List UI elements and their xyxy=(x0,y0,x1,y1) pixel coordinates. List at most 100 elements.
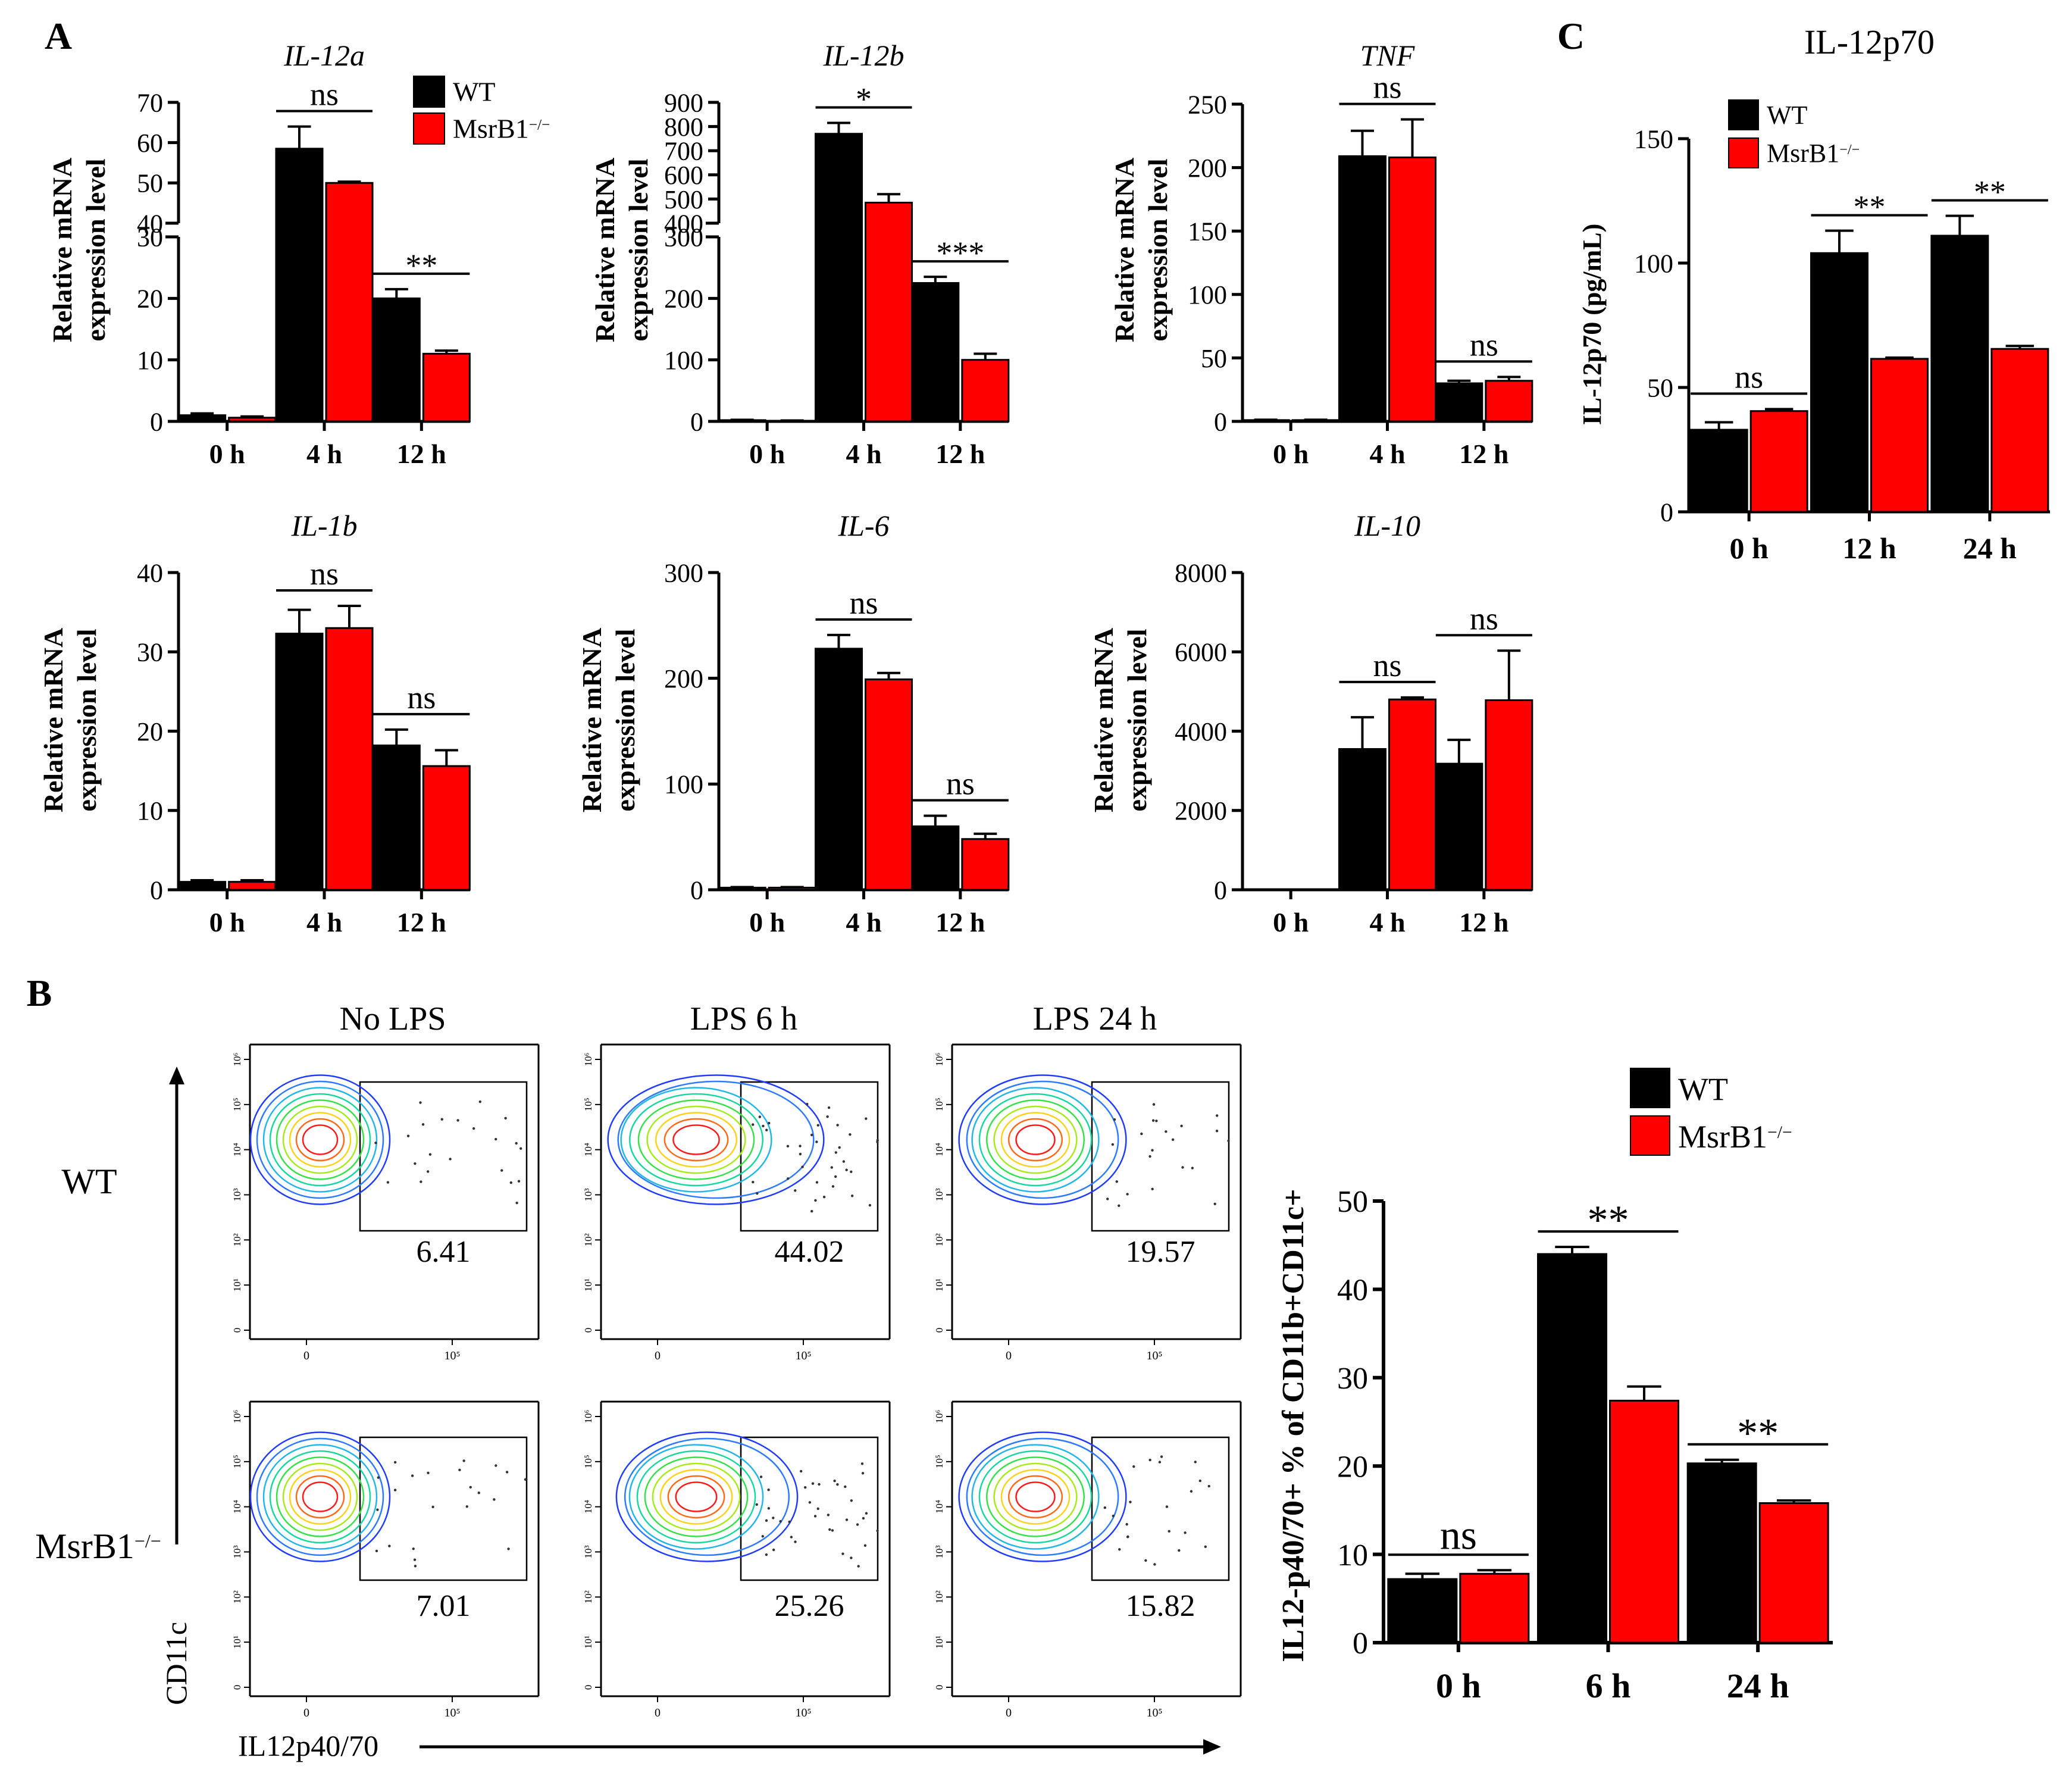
flow-event-dot xyxy=(765,1553,768,1556)
flow-event-dot xyxy=(794,1540,797,1543)
flow-contour xyxy=(629,1093,763,1187)
bar-wt-0h xyxy=(1689,429,1748,513)
flow-event-dot xyxy=(850,1499,853,1502)
y-tick-label: 100 xyxy=(1634,249,1673,278)
flow-event-dot xyxy=(494,1137,497,1141)
chart-title: IL-10 xyxy=(1354,509,1420,542)
flow-y-axis-label: CD11c xyxy=(159,1622,193,1705)
flow-event-dot xyxy=(1140,1132,1143,1136)
flow-plot: 0 10¹ 10² 10³ 10⁴ 10⁵ 10⁶ 0 10⁵ 44.02 xyxy=(583,1043,891,1362)
flow-event-dot xyxy=(1165,1505,1169,1508)
chart-il1b: 0 10 20 30 40 0 h 4 h ns 12 h ns IL-1b xyxy=(137,509,471,937)
significance-label: ns xyxy=(1373,648,1401,683)
flow-contour xyxy=(249,1431,391,1562)
legend: WT MsrB1−/− xyxy=(413,76,550,145)
significance-label: ns xyxy=(1735,359,1763,395)
flow-event-dot xyxy=(767,1488,770,1491)
x-tick-label: 0 h xyxy=(1273,439,1309,469)
flow-event-dot xyxy=(752,1181,755,1184)
x-tick-label: 24 h xyxy=(1727,1666,1789,1705)
flow-contour xyxy=(276,1456,365,1537)
flow-event-dot xyxy=(761,1535,764,1538)
flow-event-dot xyxy=(865,1117,868,1120)
flow-event-dot xyxy=(755,1503,758,1506)
y-tick-label: 50 xyxy=(1647,373,1673,402)
y-tick-label: 20 xyxy=(137,717,163,746)
x-tick-label: 4 h xyxy=(306,439,342,469)
bar-wt-12h xyxy=(911,825,960,891)
significance-label: ** xyxy=(1737,1411,1779,1456)
flow-event-dot xyxy=(787,1177,790,1180)
flow-x-tick-label: 10⁵ xyxy=(1147,1349,1163,1362)
flow-contour xyxy=(652,1462,741,1531)
y-axis-label: Relative mRNA expression level xyxy=(47,158,111,342)
flow-event-dot xyxy=(524,1478,527,1481)
flow-x-tick-label: 10⁵ xyxy=(445,1349,461,1362)
legend-swatch-wt xyxy=(1630,1068,1670,1108)
flow-contour xyxy=(617,1080,815,1199)
bar-wt-4h xyxy=(1338,155,1386,423)
flow-event-dot xyxy=(376,1508,379,1511)
x-tick-label: 0 h xyxy=(209,439,245,469)
y-tick-label: 40 xyxy=(137,558,163,587)
flow-gate xyxy=(359,1081,528,1232)
y-tick-label: 0 xyxy=(1660,498,1673,527)
flow-x-tick-label: 0 xyxy=(1006,1706,1012,1719)
flow-event-dot xyxy=(494,1464,497,1467)
y-tick-label: 150 xyxy=(1634,124,1673,154)
flow-event-dot xyxy=(876,1529,879,1533)
y-tick-label: 900 xyxy=(664,88,703,117)
flow-contour xyxy=(624,1437,790,1556)
y-tick-label: 0 xyxy=(1353,1627,1368,1661)
flow-event-dot xyxy=(842,1160,846,1163)
flow-x-tick-label: 10⁵ xyxy=(796,1349,812,1362)
y-axis-label-line2: expression level xyxy=(80,158,111,341)
bar-wt-4h xyxy=(275,148,324,423)
chart-flow_pct: 0 10 20 30 40 50 0 h ns 6 h ** 24 h ** xyxy=(1337,1185,1833,1705)
flow-event-dot xyxy=(386,1181,390,1184)
flow-event-dot xyxy=(752,1123,755,1126)
x-tick-label: 12 h xyxy=(935,439,985,469)
flow-event-dot xyxy=(1118,1204,1120,1207)
flow-y-tick-label: 10⁶ xyxy=(583,1052,594,1066)
y-tick-label: 0 xyxy=(690,875,703,905)
flow-event-dot xyxy=(836,1483,839,1486)
flow-contour xyxy=(655,1112,738,1168)
flow-event-dot xyxy=(856,1523,859,1526)
flow-event-dot xyxy=(1118,1548,1121,1551)
panel-letter-c: C xyxy=(1557,15,1585,57)
flow-event-dot xyxy=(806,1103,809,1106)
bar-wt-4h xyxy=(815,133,863,423)
flow-column-title: LPS 24 h xyxy=(1033,1000,1157,1037)
flow-x-tick-label: 0 xyxy=(303,1349,309,1362)
flow-event-dot xyxy=(1126,1536,1129,1539)
flow-y-tick-label: 10⁴ xyxy=(934,1500,945,1514)
x-tick-label: 4 h xyxy=(1369,907,1405,937)
bar-wt-12h xyxy=(911,282,960,423)
legend-swatch-wt xyxy=(413,76,445,108)
flow-contour xyxy=(958,1431,1127,1562)
flow-y-tick-label: 10² xyxy=(583,1233,594,1246)
y-tick-label: 50 xyxy=(1201,344,1227,373)
bar-wt-12h xyxy=(1810,252,1868,513)
y-tick-label: 30 xyxy=(137,638,163,667)
flow-event-dot xyxy=(406,1134,410,1137)
flow-event-dot xyxy=(815,1181,819,1184)
flow-event-dot xyxy=(759,1475,763,1478)
legend-label-wt: WT xyxy=(1678,1071,1728,1107)
flow-y-tick-label: 10³ xyxy=(583,1188,594,1201)
significance-label: ns xyxy=(849,585,878,621)
x-tick-label: 0 h xyxy=(1730,531,1769,565)
flow-event-dot xyxy=(830,1166,833,1169)
bar-ko-12h xyxy=(422,352,471,423)
flow-contour xyxy=(620,1087,772,1193)
flow-contour xyxy=(985,1456,1085,1537)
flow-event-dot xyxy=(857,1565,860,1568)
flow-event-dot xyxy=(375,1549,378,1553)
panel-letter-b: B xyxy=(27,972,52,1014)
flow-event-dot xyxy=(849,1133,852,1136)
y-tick-label: 20 xyxy=(1337,1450,1368,1484)
flow-gate xyxy=(359,1436,528,1581)
